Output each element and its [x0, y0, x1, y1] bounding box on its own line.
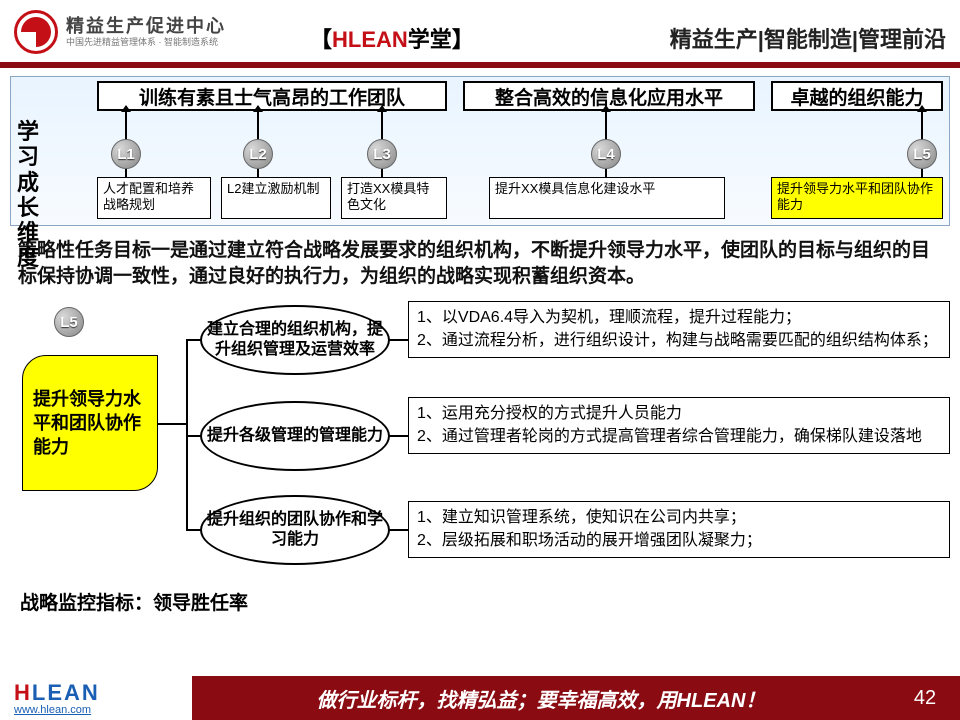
branch-oval: 提升各级管理的管理能力: [200, 401, 390, 471]
l5-badge: L5: [54, 307, 84, 337]
group-box: 训练有素且士气高昂的工作团队: [97, 81, 447, 111]
logo-icon: [14, 10, 58, 54]
leaf-box: 提升领导力水平和团队协作能力: [771, 177, 943, 219]
header-right: 精益生产|智能制造|管理前沿: [670, 22, 946, 54]
l-badge: L3: [367, 139, 397, 169]
branch-detail: 1、以VDA6.4导入为契机，理顺流程，提升过程能力；2、通过流程分析，进行组织…: [408, 301, 950, 357]
logo-subtitle: 中国先进精益管理体系 · 智能制造系统: [66, 37, 226, 48]
footer-logo: HLEAN www.hlean.com: [0, 676, 192, 720]
header-center: 【HLEAN学堂】: [310, 22, 474, 54]
footer: HLEAN www.hlean.com 做行业标杆，找精弘益；要幸福高效，用HL…: [0, 676, 960, 720]
l-badge: L1: [111, 139, 141, 169]
branch-detail: 1、建立知识管理系统，使知识在公司内共享；2、层级拓展和职场活动的展开增强团队凝…: [408, 501, 950, 557]
indicator: 战略监控指标：领导胜任率: [20, 588, 248, 615]
branch-oval: 建立合理的组织机构，提升组织管理及运营效率: [200, 305, 390, 375]
leaf-box: L2建立激励机制: [221, 177, 331, 219]
page-number: 42: [890, 676, 960, 720]
strategy-paragraph: 策略性任务目标一是通过建立符合战略发展要求的组织机构，不断提升领导力水平，使团队…: [18, 238, 942, 289]
l-badge: L4: [591, 139, 621, 169]
logo: 精益生产促进中心 中国先进精益管理体系 · 智能制造系统: [14, 10, 226, 54]
header: 精益生产促进中心 中国先进精益管理体系 · 智能制造系统 【HLEAN学堂】 精…: [0, 0, 960, 62]
leaf-box: 人才配置和培养战略规划: [97, 177, 211, 219]
divider: [0, 62, 960, 68]
learning-dimension-band: 学习成长维度 训练有素且士气高昂的工作团队 整合高效的信息化应用水平 卓越的组织…: [10, 76, 950, 226]
leaf-box: 提升XX模具信息化建设水平: [489, 177, 725, 219]
l5-box: 提升领导力水平和团队协作能力: [22, 355, 158, 491]
leaf-box: 打造XX模具特色文化: [341, 177, 447, 219]
dimension-label: 学习成长维度: [17, 119, 43, 271]
l-badge: L5: [907, 139, 937, 169]
footer-url[interactable]: www.hlean.com: [14, 704, 91, 716]
logo-title: 精益生产促进中心: [66, 16, 226, 38]
l5-breakdown: L5 提升领导力水平和团队协作能力 建立合理的组织机构，提升组织管理及运营效率 1…: [10, 297, 950, 617]
branch-detail: 1、运用充分授权的方式提升人员能力2、通过管理者轮岗的方式提高管理者综合管理能力…: [408, 397, 950, 453]
l-badge: L2: [243, 139, 273, 169]
footer-slogan: 做行业标杆，找精弘益；要幸福高效，用HLEAN！: [192, 676, 890, 720]
branch-oval: 提升组织的团队协作和学习能力: [200, 495, 390, 565]
